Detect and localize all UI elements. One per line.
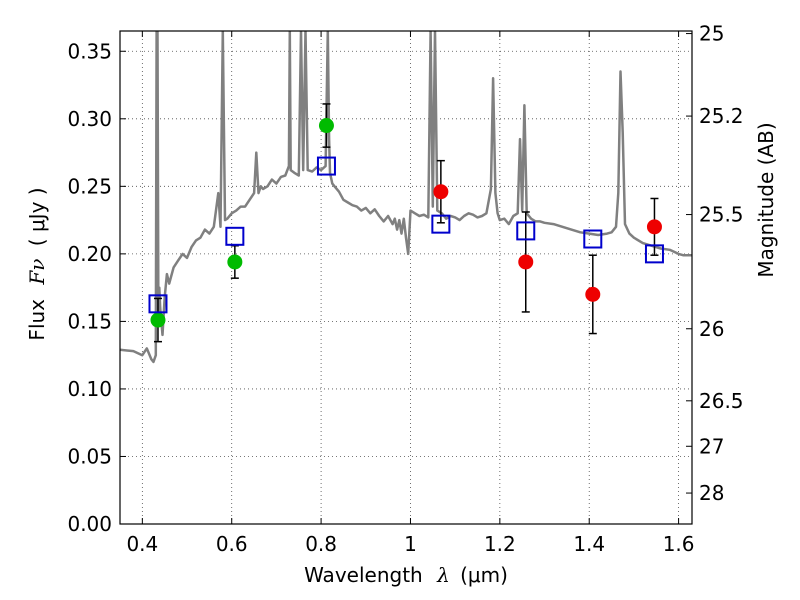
y2-tick-label: 25.5 xyxy=(699,203,744,227)
x-tick-label: 0.8 xyxy=(305,532,337,556)
x-axis-label: Wavelength λ (μm) xyxy=(304,563,508,587)
model-photometry-square xyxy=(225,226,245,246)
model-photometry-square xyxy=(516,221,536,241)
observed-nir-point xyxy=(518,254,534,270)
y-axis-label-text: Flux xyxy=(25,299,49,341)
x-tick-label: 1.4 xyxy=(573,532,605,556)
y2-axis-label: Magnitude (AB) xyxy=(754,122,778,277)
data-markers xyxy=(148,103,664,343)
observed-nir-point xyxy=(433,184,449,200)
model-photometry-square xyxy=(316,156,336,176)
observed-optical-point xyxy=(150,312,166,328)
y2-tick-label: 27 xyxy=(699,434,724,458)
x-axis-label-symbol: λ xyxy=(436,563,450,587)
y-tick-label: 0.10 xyxy=(67,377,112,401)
model-spectrum-line xyxy=(120,31,692,364)
y-tick-label: 0.30 xyxy=(67,107,112,131)
observed-nir-point xyxy=(646,219,662,235)
x-tick-label: 0.6 xyxy=(216,532,248,556)
observed-optical-point xyxy=(227,254,243,270)
y2-tick-label: 25 xyxy=(699,22,724,46)
y-axis-label-unit: ( μJy ) xyxy=(25,187,49,246)
y2-tick-label: 26.5 xyxy=(699,389,744,413)
model-photometry-square xyxy=(644,244,664,264)
x-axis-label-text: Wavelength xyxy=(304,563,423,587)
model-photometry-square xyxy=(431,214,451,234)
x-tick-label: 1.2 xyxy=(484,532,516,556)
y-tick-label: 0.25 xyxy=(67,174,112,198)
y-tick-label: 0.35 xyxy=(67,39,112,63)
y2-tick-label: 28 xyxy=(699,481,724,505)
model-photometry-square xyxy=(583,229,603,249)
x-tick-label: 0.4 xyxy=(126,532,158,556)
y-axis-label: Flux Fν ( μJy ) xyxy=(25,187,49,340)
y-tick-label: 0.00 xyxy=(67,512,112,536)
y2-tick-label: 25.2 xyxy=(699,104,744,128)
observed-nir-point xyxy=(585,286,601,302)
observed-optical-point xyxy=(318,118,334,134)
plot-frame xyxy=(119,30,693,525)
plot-border xyxy=(119,30,693,525)
y-axis-label-symbol: Fν xyxy=(25,259,49,286)
y-tick-label: 0.20 xyxy=(67,242,112,266)
x-tick-label: 1 xyxy=(404,532,417,556)
model-photometry-square xyxy=(148,294,168,314)
axis-ticks: 0.4 0.6 0.8 1 1.2 1.4 1.6 0.00 0.05 0.10 0.15 0.20 0… xyxy=(67,22,743,556)
x-tick-label: 1.6 xyxy=(663,532,695,556)
y-tick-label: 0.15 xyxy=(67,309,112,333)
y-tick-label: 0.05 xyxy=(67,444,112,468)
y2-tick-label: 26 xyxy=(699,317,724,341)
model-spectrum xyxy=(120,31,692,364)
x-axis-label-unit: (μm) xyxy=(460,563,508,587)
